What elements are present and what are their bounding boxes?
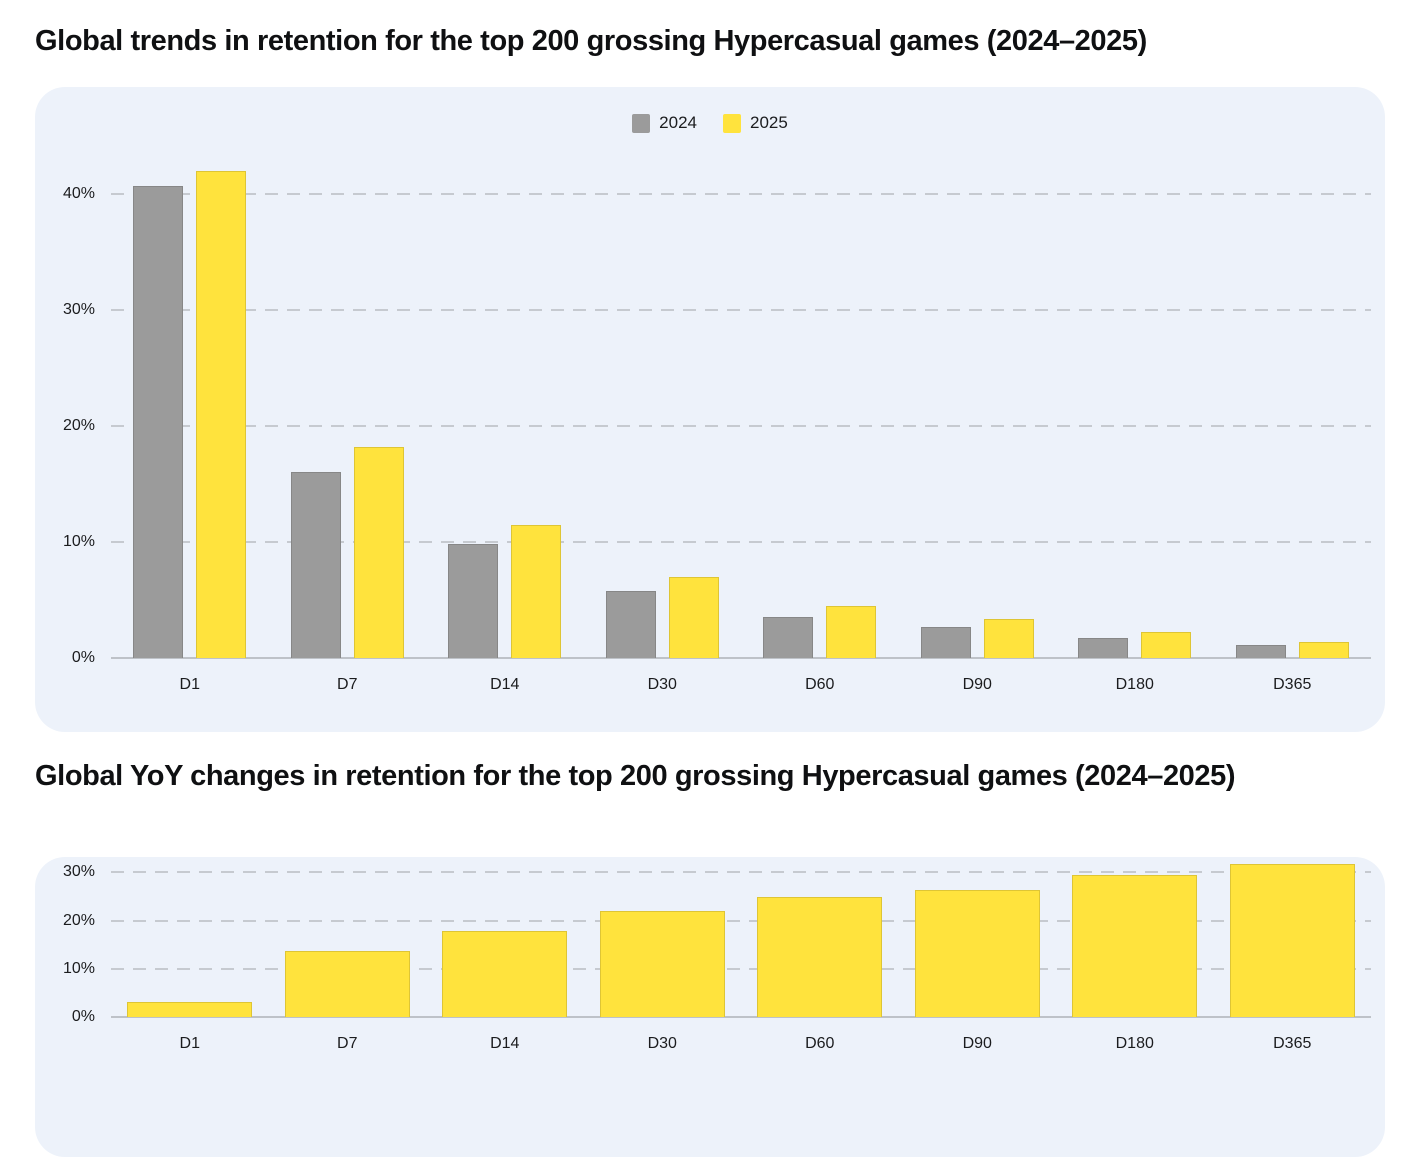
bar-2024-D7 (290, 472, 341, 658)
bar-group-D7 (269, 950, 427, 1017)
x-tick-D7: D7 (337, 676, 358, 693)
bar-group-D180 (1056, 632, 1214, 658)
bar-2025-D7 (353, 446, 404, 658)
bar-2025-D14 (511, 524, 562, 658)
bar-YoY change-D90 (914, 890, 1040, 1017)
x-tick-D365: D365 (1273, 676, 1312, 693)
chart2-plot-area: 0% 10% 20% 30% D1 D7 D14 D30 D60 D90 D180 D365 (63, 857, 1371, 1052)
bar-2025-D365 (1298, 641, 1349, 658)
x-tick-D60: D60 (805, 676, 835, 693)
bar-2025-D60 (826, 605, 877, 658)
x-tick-D14: D14 (490, 1035, 520, 1052)
legend-item-2024: 2024 (632, 113, 697, 133)
bar-2024-D180 (1078, 638, 1129, 658)
x-tick-D180: D180 (1115, 1035, 1154, 1052)
bar-group-D365 (1214, 864, 1372, 1017)
bar-2024-D14 (448, 544, 499, 658)
x-tick-D14: D14 (490, 676, 520, 693)
gridline-20 (111, 424, 1371, 427)
x-tick-D90: D90 (962, 676, 992, 693)
gridline-10 (111, 967, 1371, 970)
chart1-title: Global trends in retention for the top 2… (35, 25, 1147, 57)
bar-group-D180 (1056, 875, 1214, 1017)
bar-group-D30 (584, 576, 742, 658)
bar-group-D14 (426, 930, 584, 1017)
y-tick-20: 20% (62, 911, 95, 929)
x-tick-D7: D7 (337, 1035, 358, 1052)
bar-2024-D365 (1235, 645, 1286, 658)
bar-group-D1 (111, 1001, 269, 1017)
y-tick-10: 10% (62, 532, 95, 550)
x-tick-D90: D90 (962, 1035, 992, 1052)
gridline-30 (111, 308, 1371, 311)
bar-2025-D30 (668, 576, 719, 658)
bar-2025-D90 (983, 618, 1034, 658)
y-tick-10: 10% (62, 959, 95, 977)
gridline-30 (111, 871, 1371, 874)
bar-2025-D180 (1141, 632, 1192, 658)
bar-group-D14 (426, 524, 584, 658)
bar-group-D60 (741, 897, 899, 1017)
chart2-gridlines (111, 857, 1371, 1017)
chart1-plot-area: 0% 10% 20% 30% 40% D1 D7 D14 D30 D60 D90 D180 D365 (63, 151, 1371, 693)
bar-group-D1 (111, 170, 269, 658)
x-tick-D1: D1 (179, 676, 200, 693)
x-tick-D60: D60 (805, 1035, 835, 1052)
bar-YoY change-D180 (1072, 875, 1198, 1017)
chart2-baseline (111, 1016, 1371, 1018)
chart2-bars (111, 857, 1371, 1017)
y-tick-30: 30% (62, 863, 95, 881)
bar-2024-D90 (920, 626, 971, 658)
y-tick-20: 20% (62, 416, 95, 434)
x-tick-D1: D1 (179, 1035, 200, 1052)
bar-YoY change-D365 (1229, 864, 1355, 1017)
chart1-gridlines (111, 151, 1371, 658)
gridline-10 (111, 540, 1371, 543)
chart1-legend: 2024 2025 (35, 87, 1385, 134)
bar-group-D90 (899, 890, 1057, 1017)
gridline-20 (111, 919, 1371, 922)
x-tick-D365: D365 (1273, 1035, 1312, 1052)
bar-group-D30 (584, 910, 742, 1017)
bar-YoY change-D7 (284, 950, 410, 1017)
bar-YoY change-D30 (599, 910, 725, 1017)
bar-group-D7 (269, 446, 427, 658)
x-tick-D180: D180 (1115, 676, 1154, 693)
chart2-title: Global YoY changes in retention for the … (35, 760, 1236, 792)
bar-2024-D1 (133, 185, 184, 658)
y-tick-40: 40% (62, 184, 95, 202)
bar-group-D365 (1214, 641, 1372, 658)
y-tick-0: 0% (71, 1008, 95, 1025)
chart1-y-axis: 0% 10% 20% 30% 40% (35, 151, 95, 666)
bar-2025-D1 (196, 170, 247, 658)
legend-item-2025: 2025 (723, 113, 788, 133)
y-tick-0: 0% (71, 649, 95, 666)
bar-2024-D60 (763, 617, 814, 658)
bar-YoY change-D60 (757, 897, 883, 1017)
x-tick-D30: D30 (647, 1035, 677, 1052)
bar-2024-D30 (605, 590, 656, 658)
chart2-x-axis: D1 D7 D14 D30 D60 D90 D180 D365 (111, 1035, 1371, 1053)
chart1-bars (111, 151, 1371, 658)
legend-swatch-2025-icon (723, 113, 741, 133)
x-tick-D30: D30 (647, 676, 677, 693)
bar-YoY change-D14 (442, 930, 568, 1017)
legend-label-2024: 2024 (659, 113, 697, 132)
legend-swatch-2024-icon (632, 113, 651, 133)
gridline-40 (111, 192, 1371, 195)
bar-YoY change-D1 (127, 1001, 253, 1017)
chart2-panel: 0% 10% 20% 30% D1 D7 D14 D30 D60 D90 D180 D365 (35, 857, 1385, 1157)
chart2-y-axis: 0% 10% 20% 30% (35, 857, 95, 1025)
y-tick-30: 30% (62, 300, 95, 318)
bar-group-D90 (899, 618, 1057, 658)
legend-label-2025: 2025 (750, 113, 788, 132)
chart1-x-axis: D1 D7 D14 D30 D60 D90 D180 D365 (111, 676, 1371, 694)
bar-group-D60 (741, 605, 899, 658)
chart1-baseline (111, 657, 1371, 659)
chart1-panel: 2024 2025 0% 10% 20% 30% 40% D1 D7 D14 D30 D60 D9… (35, 87, 1385, 732)
